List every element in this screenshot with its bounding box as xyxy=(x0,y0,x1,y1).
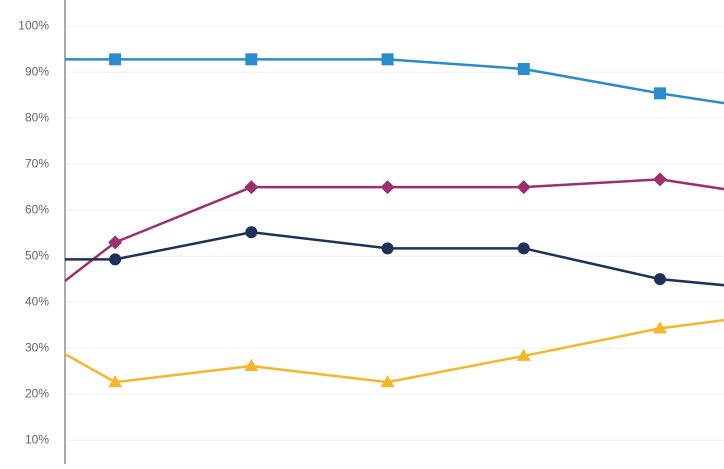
y-tick-label: 20% xyxy=(25,386,49,400)
series-line xyxy=(65,58,724,105)
y-tick-label: 30% xyxy=(25,340,49,354)
series-line xyxy=(65,178,724,283)
marker xyxy=(517,62,530,75)
y-tick-label: 70% xyxy=(25,156,49,170)
marker xyxy=(381,53,394,66)
marker xyxy=(652,172,667,187)
y-tick-label: 60% xyxy=(25,202,49,216)
marker xyxy=(653,273,666,286)
y-tick-label: 40% xyxy=(25,294,49,308)
marker xyxy=(380,180,395,195)
series-line xyxy=(65,230,724,287)
marker xyxy=(516,348,531,361)
series-line xyxy=(65,318,724,384)
y-tick-label: 10% xyxy=(25,432,49,446)
marker xyxy=(108,235,123,250)
y-tick-label: 80% xyxy=(25,110,49,124)
marker xyxy=(517,242,530,255)
marker xyxy=(244,180,259,195)
marker xyxy=(653,87,666,100)
marker xyxy=(245,226,258,239)
marker xyxy=(109,253,122,266)
y-tick-label: 50% xyxy=(25,248,49,262)
marker xyxy=(245,53,258,66)
marker xyxy=(381,242,394,255)
marker xyxy=(244,359,259,372)
marker xyxy=(109,53,122,66)
marker xyxy=(516,180,531,195)
y-tick-label: 90% xyxy=(25,64,49,78)
y-tick-label: 100% xyxy=(18,18,49,32)
marker xyxy=(108,375,123,388)
plot-area xyxy=(65,53,724,388)
marker xyxy=(652,321,667,334)
marker xyxy=(380,375,395,388)
